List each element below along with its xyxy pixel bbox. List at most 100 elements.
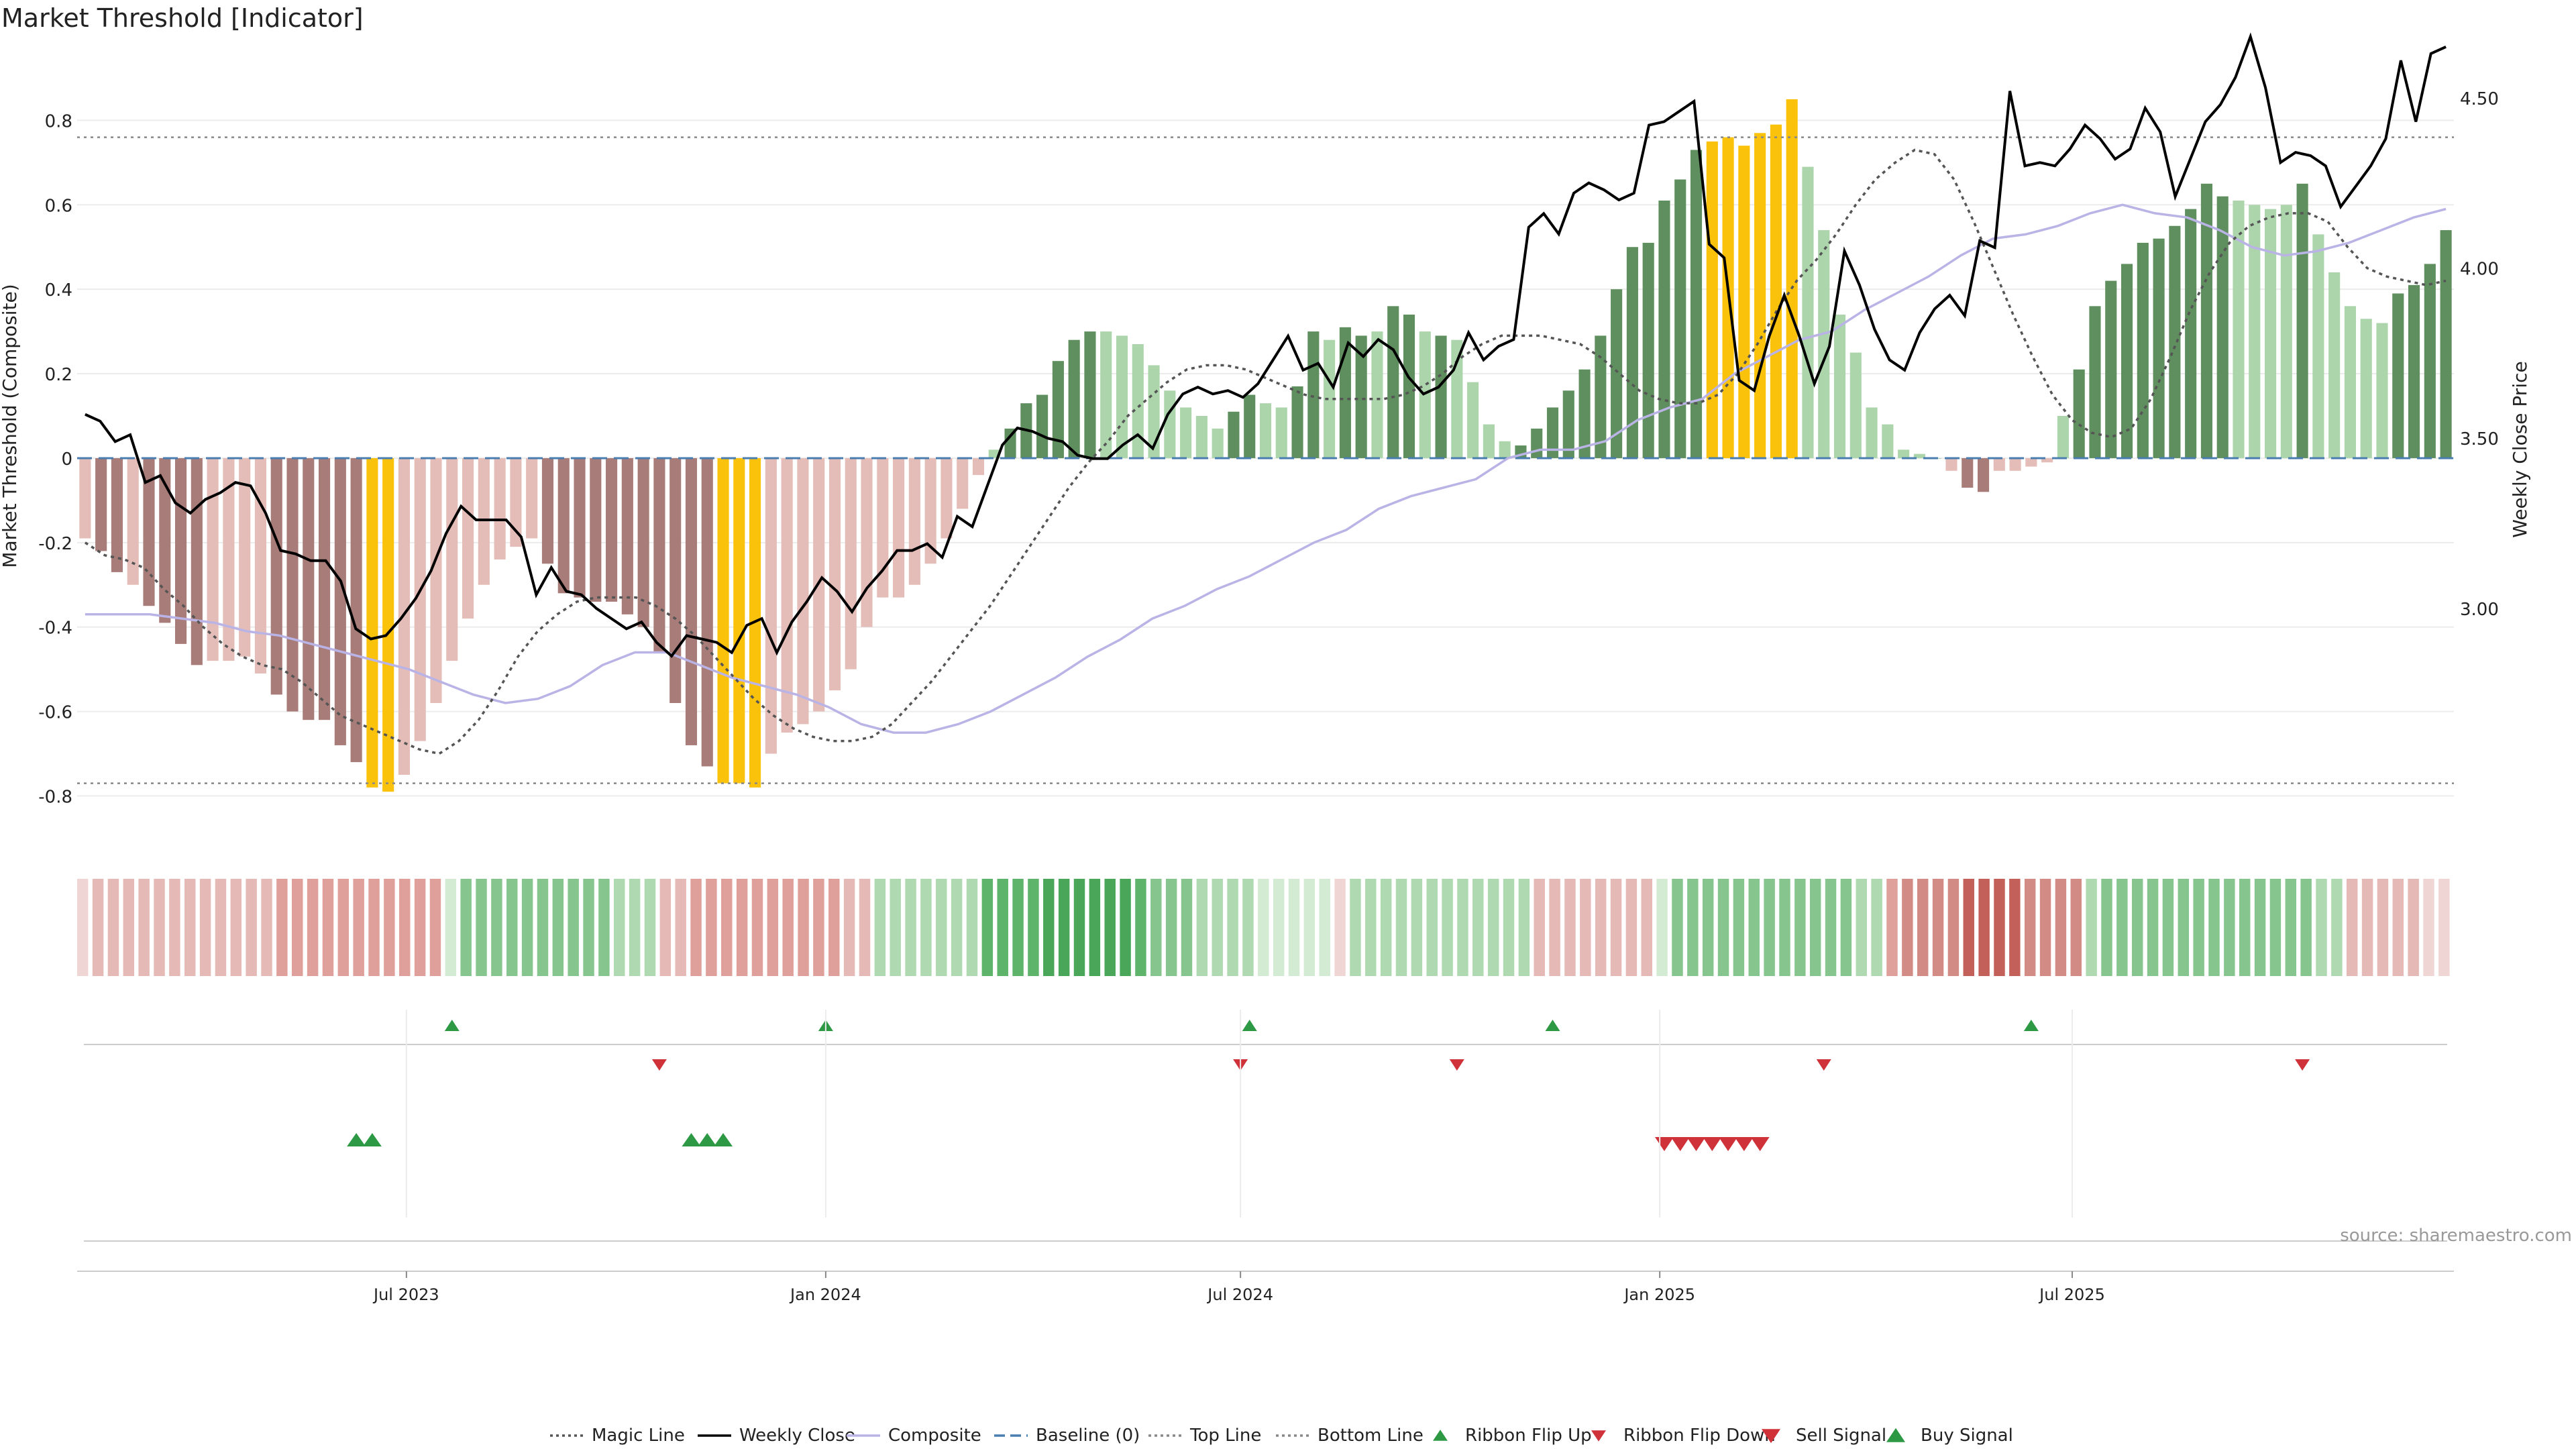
ribbon-cell bbox=[2101, 879, 2112, 976]
ribbon-cell bbox=[859, 879, 871, 976]
ribbon-cell bbox=[1917, 879, 1929, 976]
composite-bar bbox=[733, 458, 745, 784]
ribbon-cell bbox=[1120, 879, 1131, 976]
ribbon-cell bbox=[2039, 879, 2051, 976]
y-tick-label: -0.2 bbox=[38, 534, 72, 554]
ribbon-cell bbox=[399, 879, 411, 976]
ribbon-cell bbox=[905, 879, 916, 976]
composite-bar bbox=[2440, 230, 2452, 458]
ribbon-cell bbox=[1733, 879, 1745, 976]
composite-bar bbox=[1962, 458, 1974, 488]
composite-bar bbox=[1148, 365, 1160, 458]
ribbon-cell bbox=[2208, 879, 2220, 976]
ribbon-cell bbox=[1426, 879, 1438, 976]
legend-label: Bottom Line bbox=[1318, 1426, 1424, 1446]
composite-bar bbox=[828, 458, 841, 691]
composite-bar bbox=[382, 458, 394, 792]
ribbon-cell bbox=[1580, 879, 1591, 976]
legend-label: Weekly Close bbox=[739, 1426, 855, 1446]
composite-bar bbox=[175, 458, 187, 644]
ribbon-cell bbox=[1809, 879, 1821, 976]
legend-swatch bbox=[1433, 1430, 1448, 1441]
ribbon-cell bbox=[1656, 879, 1668, 976]
composite-bar bbox=[462, 458, 474, 619]
legend-label: Sell Signal bbox=[1796, 1426, 1886, 1446]
ribbon-cell bbox=[2361, 879, 2373, 976]
composite-bar bbox=[2057, 416, 2069, 458]
buy-signal-marker bbox=[347, 1133, 366, 1146]
ribbon-cell bbox=[2300, 879, 2312, 976]
weekly-close-line bbox=[85, 32, 2447, 658]
source-label: source: sharemaestro.com bbox=[2340, 1226, 2572, 1246]
ribbon-cell bbox=[1978, 879, 1990, 976]
composite-bar bbox=[1546, 407, 1559, 458]
legend-label: Ribbon Flip Up bbox=[1465, 1426, 1592, 1446]
ribbon-cell bbox=[1150, 879, 1162, 976]
composite-bar bbox=[1355, 335, 1367, 458]
composite-bar bbox=[79, 458, 91, 539]
ribbon-cell bbox=[1564, 879, 1576, 976]
ribbon-cell bbox=[813, 879, 824, 976]
ribbon-cell bbox=[1258, 879, 1269, 976]
ribbon-cell bbox=[2224, 879, 2235, 976]
composite-bar bbox=[1291, 386, 1303, 458]
magic-line bbox=[84, 148, 2447, 755]
chart-title: Market Threshold [Indicator] bbox=[1, 3, 364, 33]
ribbon-cell bbox=[123, 879, 135, 976]
ribbon-cell bbox=[981, 879, 994, 976]
legend-swatch bbox=[1886, 1428, 1905, 1442]
ribbon-cell bbox=[1242, 879, 1254, 976]
composite-bar bbox=[2312, 234, 2324, 458]
ribbon-cell bbox=[2331, 879, 2343, 976]
composite-bar bbox=[270, 458, 282, 695]
composite-bar bbox=[95, 458, 107, 551]
ribbon-cell bbox=[1457, 879, 1468, 976]
composite-bar bbox=[2216, 196, 2229, 458]
composite-bar bbox=[717, 458, 729, 784]
ribbon-cell bbox=[1273, 879, 1285, 976]
ribbon-cell bbox=[384, 879, 395, 976]
composite-bar bbox=[1116, 335, 1128, 458]
y-axis-label: Market Threshold (Composite) bbox=[0, 284, 21, 568]
composite-bar bbox=[1387, 306, 1399, 458]
ribbon-cell bbox=[1641, 879, 1652, 976]
composite-bar bbox=[2424, 264, 2436, 458]
composite-bar bbox=[494, 458, 506, 559]
ribbon-cell bbox=[644, 879, 656, 976]
composite-bar bbox=[430, 458, 442, 703]
composite-bar bbox=[2041, 458, 2053, 463]
composite-bar bbox=[669, 458, 682, 703]
ribbon-cell bbox=[2346, 879, 2358, 976]
y-tick-label: -0.8 bbox=[38, 787, 72, 807]
ribbon-cell bbox=[659, 879, 672, 976]
sell-signal-marker bbox=[1750, 1137, 1770, 1151]
composite-bar bbox=[319, 458, 331, 720]
ribbon-cell bbox=[736, 879, 748, 976]
sell-signal-marker bbox=[1686, 1137, 1706, 1151]
composite-bar bbox=[701, 458, 713, 767]
composite-bar bbox=[286, 458, 299, 712]
composite-bar bbox=[1658, 201, 1670, 458]
composite-line bbox=[85, 203, 2447, 734]
x-tick-label: Jul 2024 bbox=[1206, 1285, 1273, 1304]
composite-bar bbox=[1993, 458, 2005, 471]
composite-bar bbox=[1531, 428, 1543, 458]
ribbon-cell bbox=[2438, 879, 2450, 976]
composite-bar bbox=[957, 458, 969, 509]
composite-bar bbox=[446, 458, 458, 661]
ribbon-cell bbox=[107, 879, 119, 976]
buy-signal-marker bbox=[682, 1133, 701, 1146]
ribbon-cell bbox=[246, 879, 257, 976]
composite-bar bbox=[2073, 369, 2085, 458]
composite-bar bbox=[207, 458, 219, 661]
composite-bar bbox=[1849, 352, 1862, 458]
ribbon-cell bbox=[2024, 879, 2036, 976]
y-axis-tick-labels: -0.8 -0.6 -0.4 -0.2 0 0.2 0.4 0.6 0.8 bbox=[38, 111, 72, 807]
ribbon-cell bbox=[1334, 879, 1346, 976]
ribbon-cell bbox=[1672, 879, 1683, 976]
legend: Magic Line Weekly Close Composite Baseline … bbox=[550, 1426, 2013, 1446]
ribbon-cell bbox=[1518, 879, 1530, 976]
ribbon-cell bbox=[1687, 879, 1699, 976]
ribbon-cell bbox=[1779, 879, 1790, 976]
